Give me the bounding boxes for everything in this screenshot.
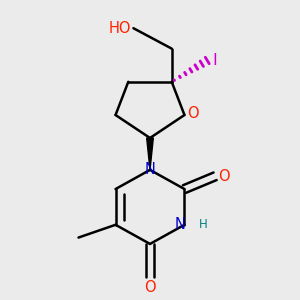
Text: O: O	[144, 280, 156, 295]
Text: O: O	[187, 106, 199, 121]
Text: O: O	[218, 169, 229, 184]
Text: HO: HO	[108, 21, 131, 36]
Text: H: H	[199, 218, 207, 231]
Text: N: N	[144, 162, 155, 177]
Polygon shape	[147, 138, 153, 170]
Text: I: I	[213, 52, 217, 68]
Text: N: N	[175, 217, 186, 232]
